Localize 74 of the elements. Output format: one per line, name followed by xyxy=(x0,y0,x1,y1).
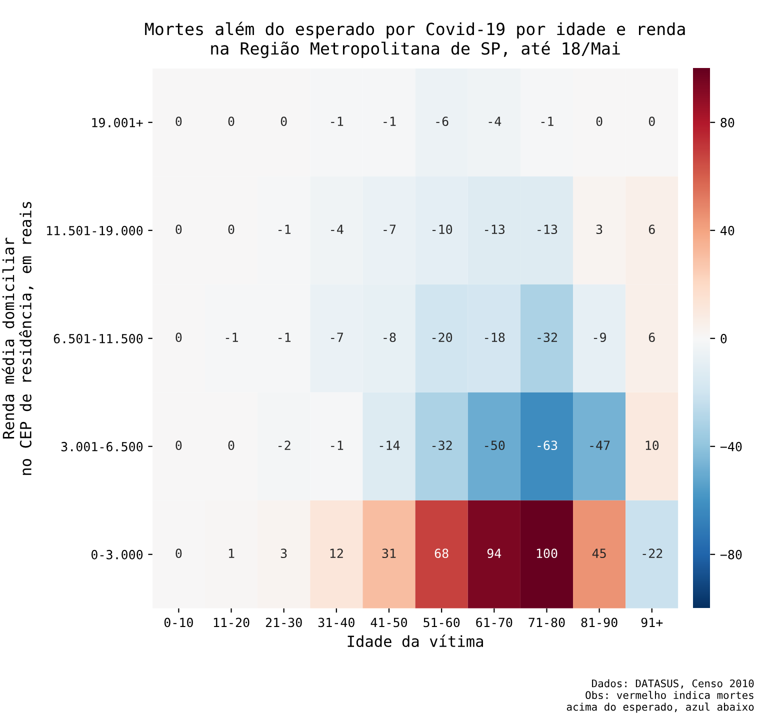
data-label: 45 xyxy=(592,548,606,558)
data-label: -22 xyxy=(642,548,662,558)
color-bar-label: 40 xyxy=(720,226,734,236)
color-bar-label: 0 xyxy=(720,334,727,344)
data-label: -1 xyxy=(226,332,238,342)
data-label: 12 xyxy=(330,548,343,558)
data-label: -1 xyxy=(331,116,344,126)
data-label: -63 xyxy=(538,440,558,450)
data-label: -1 xyxy=(384,116,396,126)
x-tick-label: 91+ xyxy=(641,618,663,628)
data-label: 94 xyxy=(487,548,502,558)
x-tick-label: 11-20 xyxy=(214,618,250,628)
x-tick-label: 71-80 xyxy=(528,618,565,628)
data-label: 0 xyxy=(648,116,655,126)
data-label: 31 xyxy=(382,548,396,558)
data-label: -13 xyxy=(485,224,505,234)
data-label: -8 xyxy=(384,332,396,342)
data-label: -2 xyxy=(278,440,290,450)
color-bar-label: −40 xyxy=(720,442,742,452)
data-label: 0 xyxy=(176,440,182,450)
data-label: -1 xyxy=(331,440,344,450)
data-label: -32 xyxy=(432,440,452,450)
data-label: 0 xyxy=(228,440,234,450)
data-label: -47 xyxy=(590,440,610,450)
color-bar-label: −80 xyxy=(720,550,742,560)
y-tick-label: 19.001+ xyxy=(92,118,143,128)
x-tick-label: 51-60 xyxy=(424,618,460,628)
data-label: 0 xyxy=(176,548,182,558)
data-label: 0 xyxy=(176,224,182,234)
data-label: 6 xyxy=(648,332,655,342)
y-tick-label: 0-3.000 xyxy=(92,550,143,560)
data-label: -1 xyxy=(541,116,554,126)
data-label: -1 xyxy=(278,332,291,342)
data-label: -6 xyxy=(436,116,448,126)
data-label: 68 xyxy=(434,548,448,558)
data-label: -32 xyxy=(538,332,557,342)
data-label: 0 xyxy=(228,116,234,126)
data-label: 0 xyxy=(228,224,234,234)
data-label: 10 xyxy=(646,440,659,450)
data-label: 0 xyxy=(176,116,182,126)
data-label: 3 xyxy=(596,224,602,234)
data-label: -18 xyxy=(485,332,505,342)
data-label: -4 xyxy=(488,116,502,126)
data-label: -4 xyxy=(331,224,344,234)
x-tick-label: 61-70 xyxy=(476,618,512,628)
data-label: 0 xyxy=(596,116,602,126)
data-label: -1 xyxy=(278,224,291,234)
data-label: 0 xyxy=(176,332,182,342)
data-label: 0 xyxy=(280,116,287,126)
y-tick-label: 6.501-11.500 xyxy=(54,334,143,344)
data-label: -10 xyxy=(432,224,452,234)
data-label: 6 xyxy=(648,224,655,234)
color-bar-label: 80 xyxy=(720,118,734,128)
y-axis-title: Renda média domiciliar no CEP de residência, em reais xyxy=(2,202,34,475)
data-label: -9 xyxy=(594,332,606,342)
chart-title: Mortes além do esperado por Covid-19 por idade e renda na Região Metropolitana de SP, até 18/Mai xyxy=(145,22,685,58)
x-tick-label: 81-90 xyxy=(581,618,618,628)
data-label: -13 xyxy=(538,224,558,234)
x-tick-label: 0-10 xyxy=(164,618,193,628)
y-tick-label: 11.501-19.000 xyxy=(47,226,143,236)
data-label: -7 xyxy=(331,332,344,342)
data-label: -7 xyxy=(384,224,396,234)
x-tick-label: 21-30 xyxy=(266,618,302,628)
data-label: -14 xyxy=(380,440,400,450)
data-label: -20 xyxy=(432,332,452,342)
data-label: 1 xyxy=(229,548,234,558)
text: Dados: DATASUS, Censo 2010 Obs: vermelho indica mortes acima do esperado, azul abaixo xyxy=(566,679,754,713)
y-tick-label: 3.001-6.500 xyxy=(61,442,143,452)
data-label: -50 xyxy=(485,440,505,450)
data-label: 3 xyxy=(280,548,287,558)
x-axis-title: Idade da vítima xyxy=(348,634,483,648)
data-label: 100 xyxy=(536,548,558,558)
x-tick-label: 41-50 xyxy=(370,618,408,628)
x-tick-label: 31-40 xyxy=(318,618,354,628)
